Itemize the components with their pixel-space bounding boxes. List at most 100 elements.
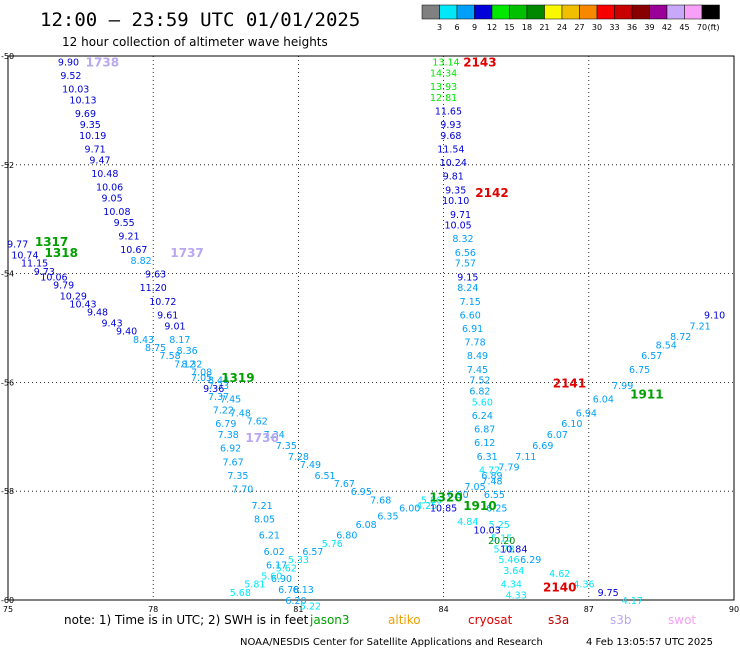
wave-height-value: 6.94 <box>576 408 597 419</box>
colorbar-label: 27 <box>574 23 584 32</box>
colorbar-label: 21 <box>539 23 549 32</box>
wave-height-value: 5.46 <box>498 555 519 566</box>
wave-height-value: 7.11 <box>515 452 536 463</box>
wave-height-value: 4.17 <box>622 596 643 607</box>
wave-height-value: 7.35 <box>276 441 297 452</box>
wave-height-value: 8.54 <box>656 340 677 351</box>
track-2140: 6.13 5.22 <box>293 585 321 612</box>
wave-height-value: 9.43 <box>101 319 122 330</box>
colorbar-swatch <box>421 4 440 20</box>
colorbar-swatch <box>684 4 703 20</box>
wave-height-value: 6.13 <box>293 585 314 596</box>
wave-height-value: 7.05 <box>464 482 485 493</box>
wave-height-value: 5.15 <box>491 533 512 544</box>
track-time-label: 2140 <box>543 580 576 594</box>
y-tick-label: -56 <box>1 378 14 387</box>
track-time-label: 1736 <box>245 431 278 445</box>
wave-height-value: 9.73 <box>34 267 55 278</box>
colorbar-label: 3 <box>437 23 442 32</box>
wave-height-value: 9.61 <box>157 310 178 321</box>
wave-height-value: 9.52 <box>60 71 81 82</box>
wave-height-value: 11.20 <box>140 283 167 294</box>
chart-title: 12:00 — 23:59 UTC 01/01/2025 <box>40 9 360 31</box>
track-time-label: 1319 <box>221 371 254 385</box>
satellite-legend-s3a: s3a <box>548 613 569 627</box>
wave-height-value: 8.49 <box>467 351 488 362</box>
track-time-label: 2142 <box>475 186 508 200</box>
track-time-label: 2143 <box>463 55 496 69</box>
wave-height-value: 4.33 <box>506 591 527 602</box>
wave-height-value: 6.29 <box>520 555 541 566</box>
wave-height-value: 9.63 <box>145 270 166 281</box>
colorbar-label: 45 <box>679 23 689 32</box>
wave-height-value: 9.01 <box>164 321 185 332</box>
wave-height-value: 7.45 <box>467 365 488 376</box>
wave-height-value: 9.21 <box>118 232 139 243</box>
wave-height-value: 7.37 <box>208 392 229 403</box>
footer: note: 1) Time is in UTC; 2) SWH is in fe… <box>64 613 713 648</box>
track-time-label: 1738 <box>86 55 119 69</box>
satellite-legend: jason3 altiko cryosat s3a s3b swot <box>309 613 696 627</box>
y-tick-label: -58 <box>1 487 14 496</box>
wave-height-value: 9.47 <box>89 155 110 166</box>
colorbar-label: 39 <box>644 23 654 32</box>
wave-height-value: 9.15 <box>457 272 478 283</box>
y-tick-label: -50 <box>1 52 14 61</box>
wave-height-value: 11.54 <box>437 144 464 155</box>
wave-height-value: 7.52 <box>469 376 490 387</box>
wave-height-value: 5.60 <box>472 397 493 408</box>
colorbar-label: 30 <box>592 23 602 32</box>
wave-height-value: 7.70 <box>232 484 253 495</box>
track-time-label: 1317 <box>35 235 68 249</box>
colorbar-swatch <box>596 4 615 20</box>
colorbar-swatch <box>631 4 650 20</box>
wave-height-value: 9.68 <box>440 131 461 142</box>
wave-height-value: 6.51 <box>314 471 335 482</box>
wave-height-value: 4.72 <box>479 465 500 476</box>
wave-height-value: 7.49 <box>300 460 321 471</box>
axes: 75 78 81 84 87 90 -50 -52 -54 -56 -58 -60 <box>1 52 739 614</box>
wave-height-value: 6.89 <box>481 471 502 482</box>
wave-height-value: 6.55 <box>484 490 505 501</box>
colorbar-label: 15 <box>504 23 514 32</box>
wave-height-value: 8.32 <box>452 234 473 245</box>
colorbar-swatch <box>509 4 528 20</box>
wave-height-value: 8.82 <box>131 256 152 267</box>
y-tick-label: -52 <box>1 161 14 170</box>
wave-height-value: 6.56 <box>455 248 476 259</box>
x-tick-label: 84 <box>439 605 449 614</box>
footer-credit: NOAA/NESDIS Center for Satellite Applica… <box>240 637 543 648</box>
footer-note: note: 1) Time is in UTC; 2) SWH is in fe… <box>64 613 309 627</box>
track-time-label: 1910 <box>463 499 496 513</box>
wave-height-value: 5.25 <box>489 520 510 531</box>
wave-height-value: 7.67 <box>222 457 243 468</box>
wave-height-value: 14.34 <box>430 68 457 79</box>
wave-height-value: 7.62 <box>247 416 268 427</box>
wave-height-value: 8.32 <box>181 359 202 370</box>
wave-height-value: 11.65 <box>435 106 462 117</box>
track-1318: 9.7710.7411.159.7310.069.7910.2910.439.4… <box>7 240 306 607</box>
wave-height-value: 5.68 <box>230 588 251 599</box>
wave-height-value: 10.43 <box>69 300 96 311</box>
wave-height-value: 7.79 <box>498 463 519 474</box>
y-tick-label: -54 <box>1 270 14 279</box>
wave-height-value: 9.75 <box>598 588 619 599</box>
wave-height-value: 10.72 <box>149 297 176 308</box>
wave-height-value: 7.28 <box>288 452 309 463</box>
wave-height-value: 10.24 <box>440 158 467 169</box>
wave-height-value: 9.77 <box>7 240 28 251</box>
x-tick-label: 90 <box>729 605 739 614</box>
wave-height-value: 8.72 <box>670 332 691 343</box>
wave-height-value: 9.71 <box>450 210 471 221</box>
wave-height-value: 5.81 <box>244 580 265 591</box>
wave-height-value: 7.05 <box>191 373 212 384</box>
wave-height-value: 7.15 <box>460 297 481 308</box>
wave-height-value: 8.43 <box>133 335 154 346</box>
wave-height-value: 5.33 <box>288 555 309 566</box>
satellite-legend-s3b: s3b <box>610 613 632 627</box>
wave-height-value: 10.84 <box>500 544 527 555</box>
track-1320: 5.685.815.605.625.336.575.766.806.086.35… <box>230 495 442 598</box>
